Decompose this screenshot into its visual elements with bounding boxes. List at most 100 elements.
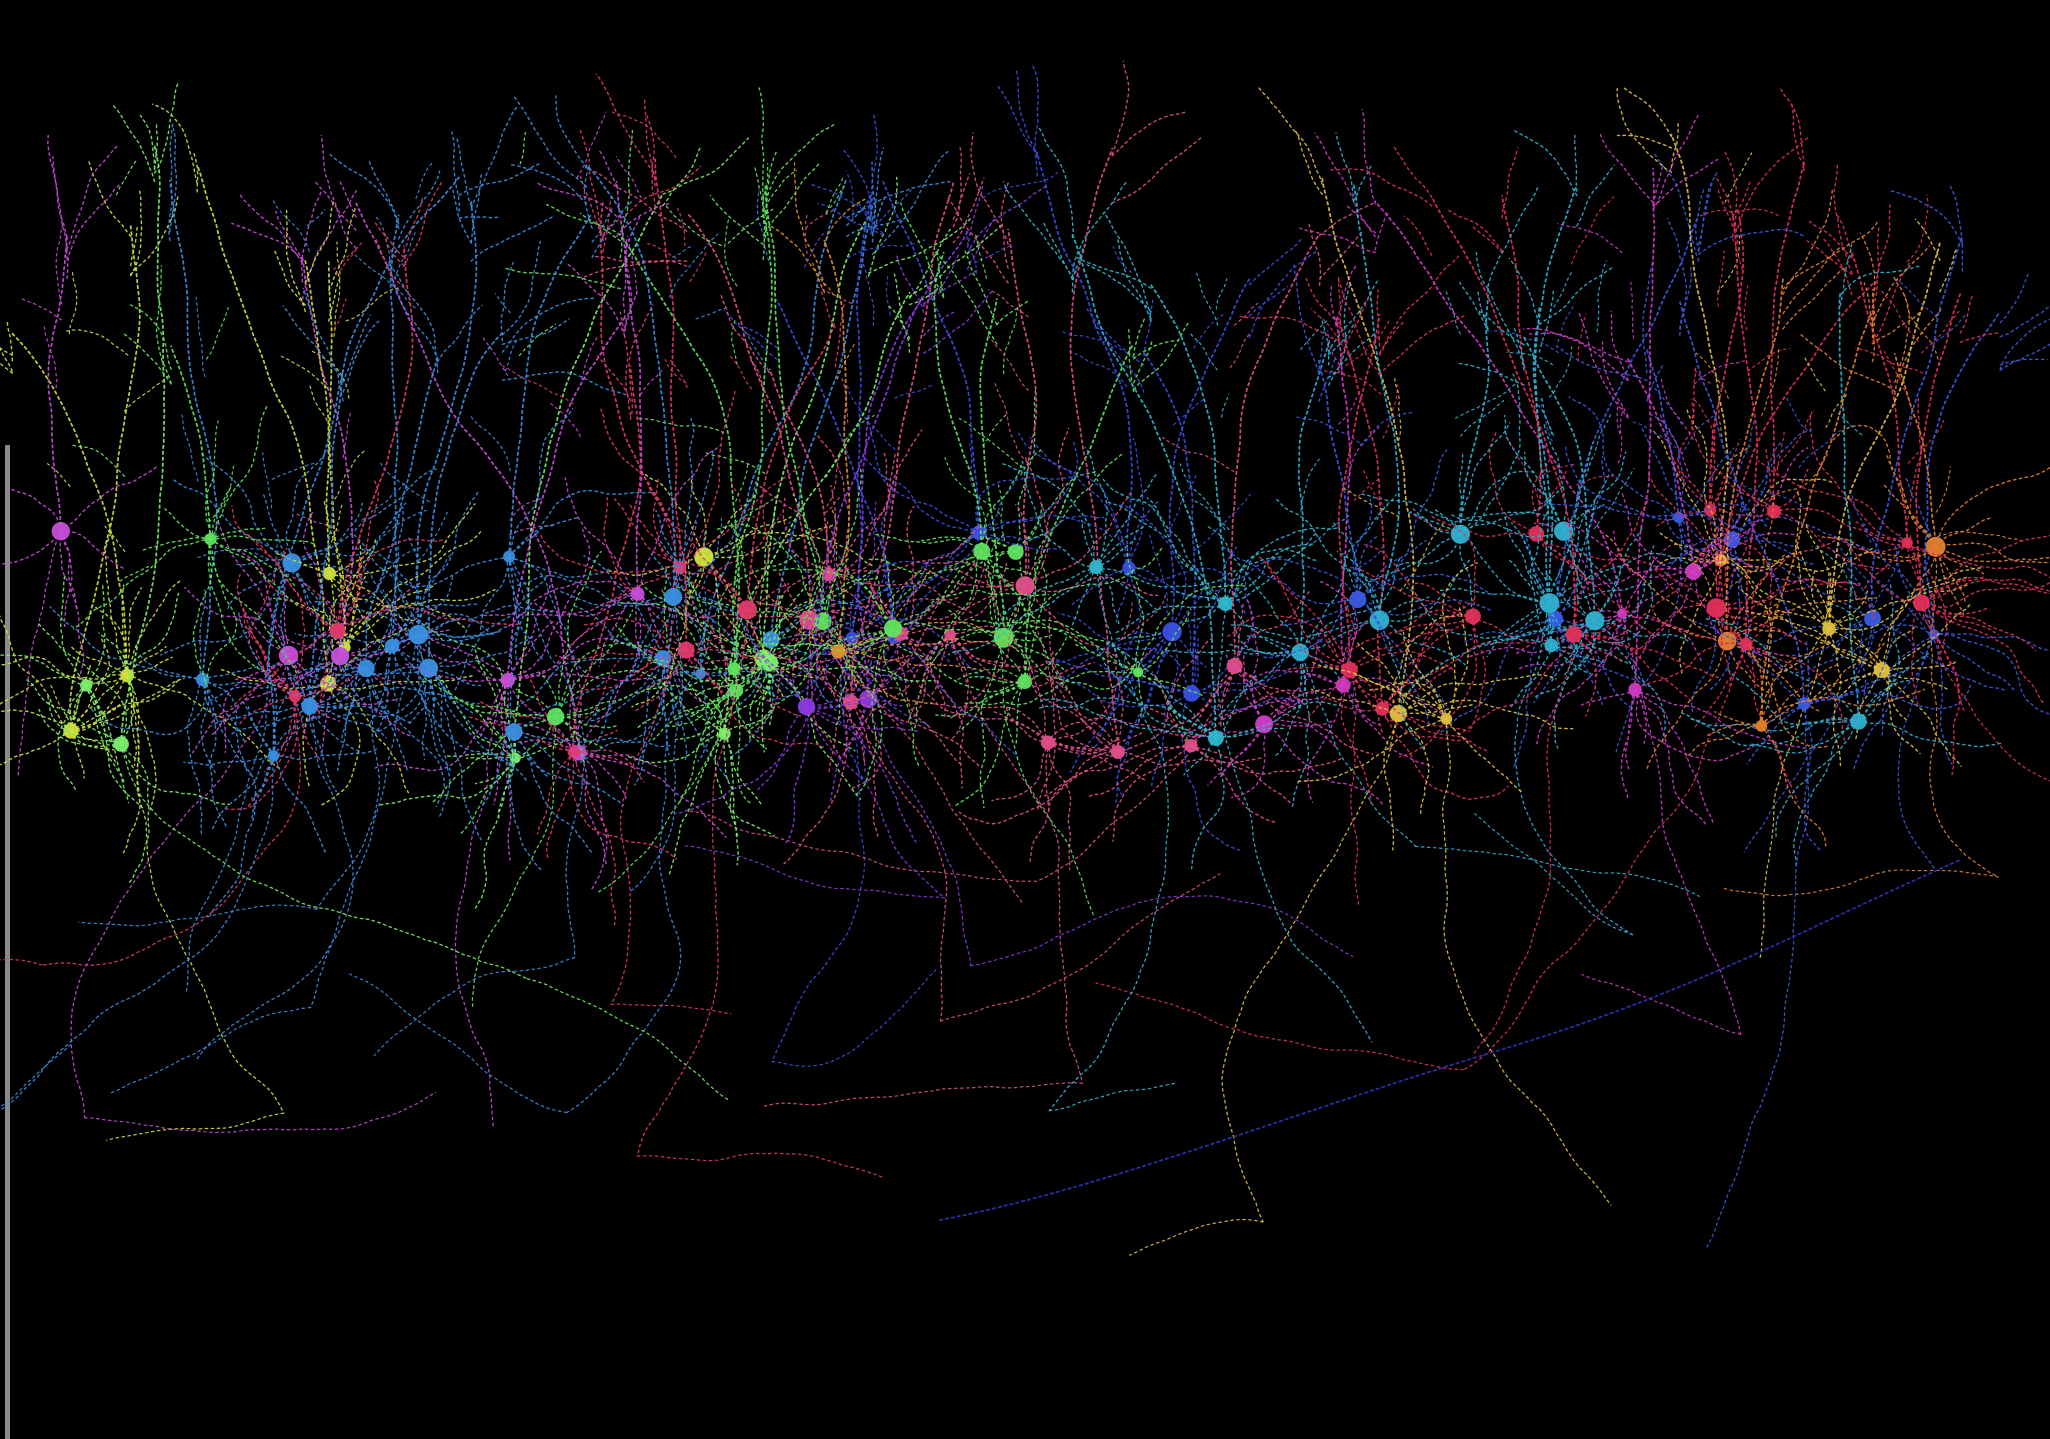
basal-dendrite <box>207 538 268 673</box>
basal-dendrite <box>200 453 293 564</box>
basal-dendrite <box>70 730 85 779</box>
soma <box>357 659 375 678</box>
basal-dendrite <box>1346 615 1474 653</box>
apical-tuft <box>1015 69 1038 155</box>
basal-dendrite <box>1715 545 1748 609</box>
apical-tuft <box>130 304 172 370</box>
basal-dendrite <box>98 632 135 745</box>
basal-dendrite <box>1015 470 1099 553</box>
basal-dendrite <box>1693 620 1805 705</box>
basal-dendrite <box>894 550 1017 628</box>
apical-dendrite <box>47 235 68 533</box>
basal-dendrite <box>929 702 1049 744</box>
apical-tuft <box>1577 309 1629 419</box>
basal-dendrite <box>1273 496 1381 621</box>
oblique-dendrite <box>330 449 366 505</box>
basal-dendrite <box>1548 451 1627 604</box>
apical-tuft <box>742 326 778 349</box>
basal-dendrite <box>1743 609 1883 671</box>
basal-dendrite <box>652 478 681 569</box>
oblique-dendrite <box>272 199 310 252</box>
basal-dendrite <box>1160 649 1301 655</box>
basal-dendrite <box>337 606 520 632</box>
basal-dendrite <box>638 470 705 558</box>
apical-tuft <box>578 172 604 242</box>
basal-dendrite <box>1436 618 1557 735</box>
apical-dendrite <box>585 164 676 598</box>
basal-dendrite <box>9 488 62 532</box>
basal-dendrite <box>1623 604 1717 660</box>
apical-tuft <box>501 297 596 353</box>
apical-dendrite <box>327 260 347 649</box>
basal-dendrite <box>757 706 808 791</box>
apical-dendrite <box>506 316 626 682</box>
basal-dendrite <box>1311 661 1447 720</box>
basal-dendrite <box>646 684 726 735</box>
basal-dendrite <box>272 755 327 854</box>
apical-tuft <box>1318 355 1337 402</box>
apical-tuft <box>6 320 14 362</box>
apical-tuft <box>1652 164 1664 205</box>
basal-dendrite <box>1221 545 1359 605</box>
oblique-dendrite <box>1310 308 1354 368</box>
basal-dendrite <box>1905 397 1922 544</box>
basal-dendrite <box>1340 669 1372 805</box>
basal-dendrite <box>1355 639 1447 720</box>
apical-dendrite <box>427 332 504 670</box>
basal-dendrite <box>647 484 749 611</box>
basal-dendrite <box>608 556 705 577</box>
apical-tuft <box>1601 341 1629 417</box>
basal-dendrite <box>828 453 896 576</box>
basal-dendrite <box>1045 741 1051 813</box>
basal-dendrite <box>1934 517 1992 548</box>
basal-dendrite <box>1449 513 1565 538</box>
oblique-dendrite <box>345 287 401 322</box>
basal-dendrite <box>770 579 896 641</box>
basal-dendrite <box>0 674 128 705</box>
basal-dendrite <box>837 568 924 652</box>
apical-tuft <box>834 302 846 368</box>
basal-dendrite <box>1028 669 1119 753</box>
basal-dendrite <box>1184 684 1344 736</box>
basal-dendrite <box>1641 427 1733 541</box>
basal-dendrite <box>328 548 372 575</box>
apical-tuft <box>1328 323 1355 356</box>
oblique-dendrite <box>1660 375 1694 440</box>
oblique-dendrite <box>577 659 620 729</box>
basal-dendrite <box>1692 529 1758 573</box>
basal-dendrite <box>828 526 836 576</box>
basal-dendrite <box>1045 677 1119 753</box>
oblique-dendrite <box>306 208 326 227</box>
basal-dendrite <box>536 751 575 835</box>
apical-tuft <box>1670 119 1680 169</box>
basal-dendrite <box>978 469 1022 534</box>
basal-dendrite <box>1646 471 1718 609</box>
oblique-dendrite <box>341 592 371 610</box>
basal-dendrite <box>899 563 1008 635</box>
basal-dendrite <box>391 603 478 647</box>
oblique-dendrite <box>1537 463 1576 480</box>
basal-dendrite <box>684 556 706 617</box>
long-axon <box>939 859 1961 1221</box>
basal-dendrite <box>1378 619 1466 666</box>
basal-dendrite <box>1533 618 1561 703</box>
axon <box>828 573 1025 906</box>
basal-dendrite <box>924 560 1026 587</box>
apical-tuft <box>628 304 654 421</box>
basal-dendrite <box>236 618 296 697</box>
basal-dendrite <box>1233 603 1244 667</box>
apical-dendrite <box>805 293 925 708</box>
basal-dendrite <box>318 630 339 720</box>
basal-dendrite <box>507 584 551 681</box>
apical-dendrite <box>849 182 955 703</box>
oblique-dendrite <box>55 224 64 305</box>
basal-dendrite <box>1029 436 1130 569</box>
basal-dendrite <box>1357 540 1427 601</box>
basal-dendrite <box>1452 511 1565 532</box>
basal-dendrite <box>1146 497 1227 605</box>
basal-dendrite <box>1692 447 1809 573</box>
basal-dendrite <box>1331 521 1381 621</box>
oblique-dendrite <box>671 581 693 596</box>
basal-dendrite <box>993 711 1049 744</box>
basal-dendrite <box>1137 671 1204 697</box>
